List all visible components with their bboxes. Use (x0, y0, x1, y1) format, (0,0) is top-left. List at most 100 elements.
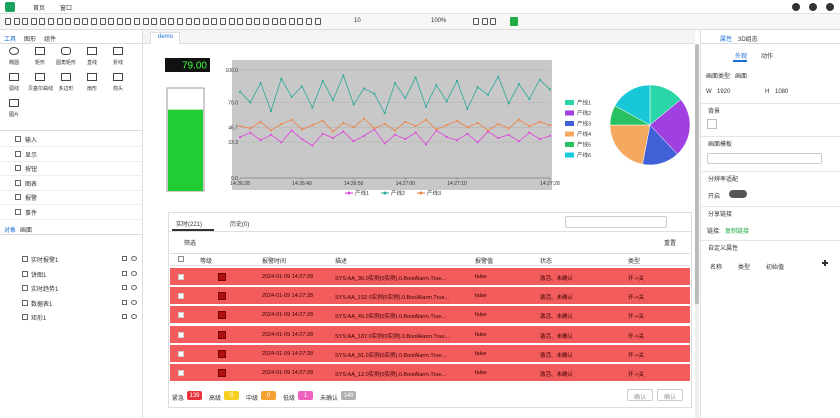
tool-icon[interactable] (134, 18, 140, 25)
tool-icon[interactable] (151, 18, 158, 25)
category-icon[interactable] (15, 165, 21, 171)
alarm-row[interactable] (170, 364, 690, 382)
tool-icon[interactable] (481, 18, 488, 25)
column-header[interactable]: 描述 (335, 259, 348, 265)
search-box[interactable] (565, 216, 667, 228)
eye-icon[interactable] (131, 285, 137, 290)
section-title[interactable]: 画面模板 (708, 142, 733, 148)
button-label[interactable]: 确认 (664, 395, 677, 401)
tool-shape[interactable] (87, 73, 97, 81)
color-swatch[interactable] (707, 119, 717, 129)
tool-label[interactable]: 多边形 (58, 86, 74, 92)
panel-tab[interactable]: 工具 (4, 37, 17, 43)
tool-shape[interactable] (113, 73, 123, 81)
run-icon[interactable] (510, 17, 518, 26)
checkbox[interactable] (178, 256, 184, 262)
panel-tab[interactable]: 属性 (720, 37, 733, 43)
eye-icon[interactable] (131, 256, 137, 261)
tool-icon[interactable] (5, 18, 11, 25)
tool-icon[interactable] (245, 18, 252, 25)
row-checkbox[interactable] (178, 293, 184, 300)
tool-icon[interactable] (73, 18, 80, 25)
tool-icon[interactable] (297, 18, 304, 25)
tool-icon[interactable] (142, 18, 149, 25)
eye-icon[interactable] (131, 299, 137, 305)
tool-shape[interactable] (9, 73, 19, 81)
object-tab[interactable]: 画面 (20, 228, 33, 234)
canvas-tab[interactable] (150, 32, 180, 44)
column-header[interactable]: 等级 (200, 259, 213, 265)
alarm-row[interactable] (170, 268, 690, 286)
font-size[interactable]: 10 (354, 18, 361, 24)
category-icon[interactable] (15, 179, 21, 186)
category-icon[interactable] (15, 194, 21, 200)
sub-tab[interactable]: 外观 (735, 54, 748, 60)
row-checkbox[interactable] (178, 350, 184, 357)
lock-icon[interactable] (122, 299, 127, 305)
tool-icon[interactable] (194, 18, 201, 25)
column-header[interactable]: 报警时间 (262, 259, 287, 265)
alarm-row[interactable] (170, 306, 690, 325)
column-header[interactable]: 报警值 (475, 259, 494, 265)
lock-icon[interactable] (122, 270, 127, 276)
category[interactable]: 显示 (25, 152, 38, 159)
filter[interactable]: 筛选 (184, 241, 197, 247)
template-select[interactable] (707, 153, 822, 164)
panel-tab[interactable]: 组件 (44, 37, 57, 43)
tool-icon[interactable] (490, 18, 497, 25)
tool-icon[interactable] (220, 18, 226, 25)
menu-item[interactable]: 窗口 (60, 6, 73, 12)
row-checkbox[interactable] (178, 274, 184, 280)
tool-shape[interactable] (35, 73, 45, 81)
menu-item[interactable]: 首页 (33, 6, 46, 12)
tool-icon[interactable] (13, 18, 20, 25)
tool-icon[interactable] (254, 18, 261, 25)
object-name[interactable]: 矩形1 (31, 316, 47, 322)
tool-icon[interactable] (22, 18, 29, 25)
tool-icon[interactable] (263, 18, 269, 25)
tool-icon[interactable] (108, 18, 115, 25)
tool-shape[interactable] (9, 47, 19, 55)
alarm-tab[interactable]: 实时(221) (176, 222, 203, 228)
top-icon[interactable] (809, 3, 817, 11)
toggle[interactable] (729, 190, 747, 198)
reset[interactable]: 重置 (664, 241, 677, 247)
object-name[interactable]: 实时趋势1 (31, 287, 59, 293)
tool-icon[interactable] (202, 18, 209, 25)
tool-label[interactable]: 扇形 (86, 86, 97, 92)
tool-shape[interactable] (9, 99, 19, 107)
row-checkbox[interactable] (178, 312, 184, 319)
tool-icon[interactable] (65, 18, 72, 25)
tool-icon[interactable] (314, 18, 321, 25)
add-icon[interactable] (824, 259, 826, 266)
category-icon[interactable] (15, 208, 21, 215)
tool-icon[interactable] (159, 18, 166, 25)
tool-shape[interactable] (113, 47, 123, 55)
tool-label[interactable]: 矩形 (34, 60, 45, 66)
object-name[interactable]: 实时报警1 (31, 258, 59, 264)
section-title[interactable]: 分辨率适配 (708, 177, 739, 183)
tool-label[interactable]: 箭头 (112, 86, 123, 92)
tool-label[interactable]: 椭圆 (8, 60, 19, 66)
tool-shape[interactable] (87, 47, 97, 55)
object-tab[interactable]: 对象 (4, 228, 17, 234)
tool-icon[interactable] (48, 18, 54, 25)
tool-icon[interactable] (116, 18, 123, 25)
section-title[interactable]: 分享链接 (708, 212, 733, 218)
eye-icon[interactable] (131, 270, 137, 276)
column-header[interactable]: 状态 (540, 259, 553, 265)
tool-icon[interactable] (39, 18, 46, 25)
category[interactable]: 输入 (25, 138, 38, 144)
button[interactable] (657, 389, 683, 401)
tool-icon[interactable] (82, 18, 89, 25)
tool-icon[interactable] (168, 18, 175, 25)
section-title[interactable]: 背景 (708, 109, 721, 115)
tool-icon[interactable] (91, 18, 97, 25)
panel-tab[interactable]: 3D组态 (738, 37, 758, 43)
row-checkbox[interactable] (178, 331, 184, 338)
lock-icon[interactable] (122, 256, 127, 261)
tool-icon[interactable] (280, 18, 287, 25)
tool-shape[interactable] (61, 73, 71, 81)
tool-icon[interactable] (30, 18, 37, 25)
tool-icon[interactable] (271, 18, 278, 25)
